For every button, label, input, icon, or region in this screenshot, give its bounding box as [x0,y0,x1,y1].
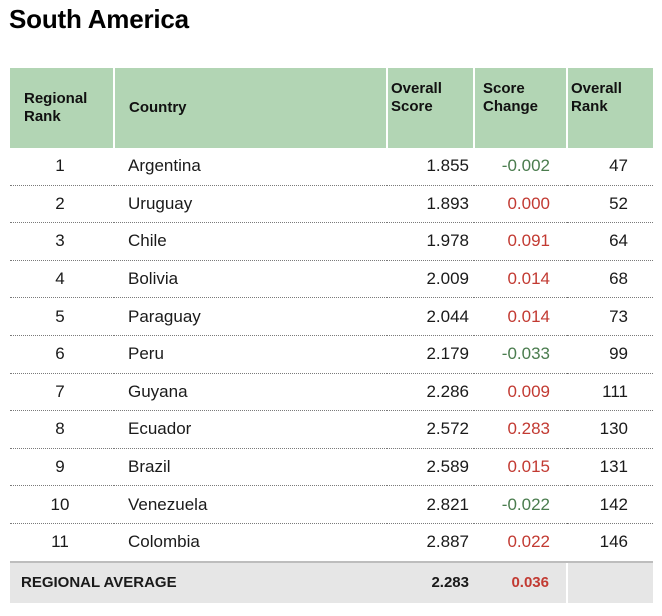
table-row: 2 Uruguay 1.893 0.000 52 [10,185,653,224]
table-body: 1 Argentina 1.855 -0.002 47 2 Uruguay 1.893 0.00… [10,148,653,562]
page-title: South America [9,4,189,34]
header-overall-rank: Overall Rank [567,68,653,148]
overall-rank-cell: 52 [567,185,653,224]
country-cell: Chile [114,222,387,261]
regional-rank-cell: 2 [10,185,114,224]
overall-rank-cell: 111 [567,373,653,412]
header-score-change: Score Change [474,68,568,148]
country-cell: Colombia [128,532,200,552]
header-score-change-line2: Change [483,98,539,115]
overall-score-cell: 2.044 [387,297,474,336]
country-cell: Guyana [114,373,387,412]
score-change-cell: 0.000 [474,185,567,224]
overall-score-cell: 2.179 [387,335,474,374]
score-change-cell: -0.022 [474,485,567,524]
header-score-change-line1: Score [483,80,525,97]
header-regional-rank-line1: Regional [24,90,88,107]
header-overall-score-line2: Score [391,98,433,115]
country-cell: Ecuador [114,410,387,449]
country-cell: Venezuela [114,485,387,524]
overall-score-cell: 1.978 [387,222,474,261]
overall-score-cell: 1.855 [387,148,474,186]
regional-rank-cell: 3 [10,222,114,261]
regional-rank-cell: 1 [10,148,114,186]
rankings-table: Regional Rank Country Overall Score Scor… [10,68,653,603]
regional-rank-cell: 9 [10,448,114,487]
score-change-cell: 0.022 [507,532,550,552]
country-cell: Uruguay [114,185,387,224]
regional-average-row: REGIONAL AVERAGE 2.283 0.036 [10,560,653,603]
country-cell: Brazil [114,448,387,487]
overall-score-cell: 2.009 [387,260,474,299]
overall-score-cell: 1.893 [387,185,474,224]
overall-rank-cell: 142 [567,485,653,524]
score-change-cell: 0.283 [474,410,567,449]
score-change-cell: 0.014 [474,297,567,336]
table-row: 9 Brazil 2.589 0.015 131 [10,448,653,487]
regional-rank-cell: 8 [10,410,114,449]
overall-rank-cell: 73 [567,297,653,336]
overall-rank-cell: 68 [567,260,653,299]
overall-score-cell: 2.887 [426,532,469,552]
overall-rank-cell: 130 [567,410,653,449]
regional-rank-cell: 5 [10,297,114,336]
regional-rank-cell: 10 [10,485,114,524]
regional-average-label: REGIONAL AVERAGE [10,560,387,603]
score-change-cell: -0.002 [474,148,567,186]
country-cell: Peru [114,335,387,374]
header-country: Country [114,68,388,148]
score-change-cell: 0.014 [474,260,567,299]
header-overall-rank-line1: Overall [571,80,622,97]
regional-average-empty-cell [566,560,653,603]
overall-rank-cell: 146 [599,532,628,552]
score-change-cell: 0.009 [474,373,567,412]
overall-rank-cell: 64 [567,222,653,261]
overall-rank-cell: 131 [567,448,653,487]
regional-rank-cell: 11 [51,532,69,552]
overall-score-cell: 2.821 [387,485,474,524]
regional-average-change: 0.036 [474,560,567,603]
overall-rank-cell: 99 [567,335,653,374]
country-cell: Argentina [114,148,387,186]
header-regional-rank: Regional Rank [10,68,115,148]
country-cell: Paraguay [114,297,387,336]
header-regional-rank-line2: Rank [24,108,61,125]
header-overall-score: Overall Score [387,68,475,148]
score-change-cell: 0.015 [474,448,567,487]
table-row: 4 Bolivia 2.009 0.014 68 [10,260,653,299]
overall-rank-cell: 47 [567,148,653,186]
country-cell: Bolivia [114,260,387,299]
table-row: 3 Chile 1.978 0.091 64 [10,222,653,261]
regional-average-score: 2.283 [387,560,474,603]
table-row: 8 Ecuador 2.572 0.283 130 [10,410,653,449]
regional-rank-cell: 7 [10,373,114,412]
table-row: 11 Colombia 2.887 0.022 146 [10,523,653,561]
overall-score-cell: 2.589 [387,448,474,487]
table-row: 7 Guyana 2.286 0.009 111 [10,373,653,412]
header-overall-score-line1: Overall [391,80,442,97]
table-row: 6 Peru 2.179 -0.033 99 [10,335,653,374]
table-row: 5 Paraguay 2.044 0.014 73 [10,297,653,336]
table-row: 1 Argentina 1.855 -0.002 47 [10,148,653,186]
overall-score-cell: 2.286 [387,373,474,412]
regional-rank-cell: 6 [10,335,114,374]
regional-rank-cell: 4 [10,260,114,299]
score-change-cell: 0.091 [474,222,567,261]
overall-score-cell: 2.572 [387,410,474,449]
score-change-cell: -0.033 [474,335,567,374]
table-header-row: Regional Rank Country Overall Score Scor… [10,68,653,148]
header-overall-rank-line2: Rank [571,98,608,115]
table-row: 10 Venezuela 2.821 -0.022 142 [10,485,653,524]
